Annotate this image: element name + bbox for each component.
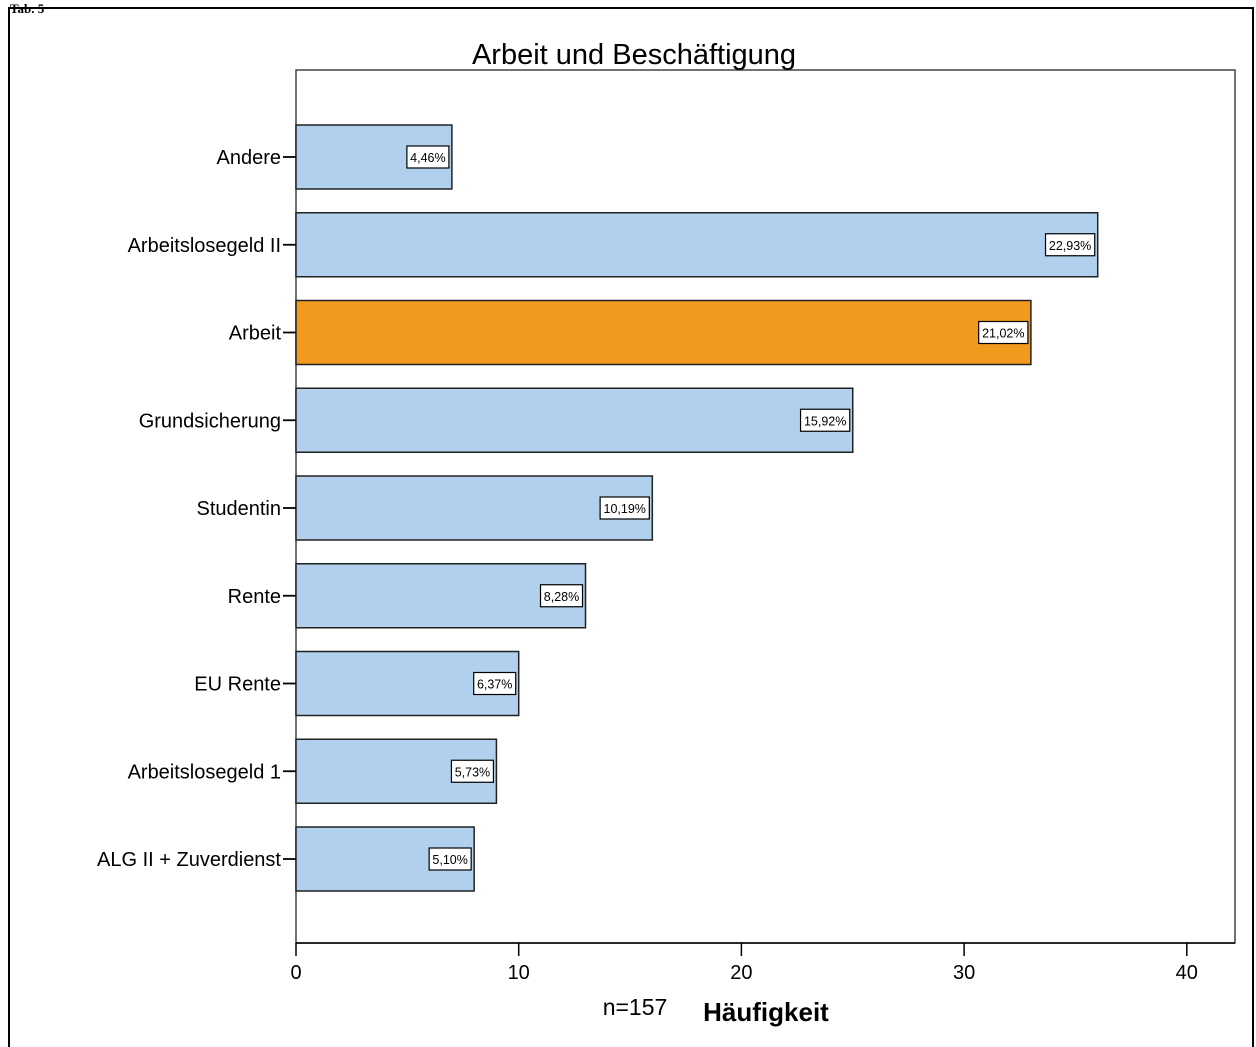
x-tick-label-0: 0: [290, 962, 301, 984]
bar-1: [295, 212, 1099, 278]
data-label-box-5: [539, 584, 584, 608]
data-label-5: 8,28%: [544, 590, 579, 604]
bar-5: [295, 563, 587, 629]
category-label-8: ALG II + Zuverdienst: [97, 849, 281, 871]
table-number-label: Tab. 5: [10, 1, 45, 16]
category-labels: Andere Arbeitslosegeld II Arbeit Grundsiche…: [97, 147, 296, 871]
sample-size-note: n=157: [603, 994, 668, 1020]
x-axis-ticks: 0 10 20 30 40: [290, 943, 1198, 984]
x-tick-label-1: 10: [508, 962, 530, 984]
data-label-box-1: [1044, 233, 1096, 257]
bar-4: [295, 475, 654, 541]
x-tick-label-3: 30: [953, 962, 975, 984]
data-label-2: 21,02%: [982, 327, 1024, 341]
x-tick-label-4: 40: [1176, 962, 1198, 984]
data-label-7: 5,73%: [455, 765, 490, 779]
data-label-0: 4,46%: [410, 151, 445, 165]
data-label-3: 15,92%: [804, 414, 846, 428]
bar-2: [295, 299, 1032, 366]
data-label-6: 6,37%: [477, 678, 512, 692]
data-label-box-8: [428, 847, 472, 871]
data-label-box-4: [599, 496, 650, 520]
data-label-box-3: [799, 408, 851, 432]
category-label-1: Arbeitslosegeld II: [128, 235, 281, 257]
chart-title: Arbeit und Beschäftigung: [472, 39, 796, 71]
bars-layer: 4,46% 22,93% 21,02% 15,92% 10,19% 8,28% 6,37% 5…: [295, 124, 1099, 892]
bar-3: [295, 387, 854, 453]
category-label-7: Arbeitslosegeld 1: [128, 761, 281, 783]
data-label-1: 22,93%: [1049, 239, 1091, 253]
category-label-2: Arbeit: [229, 323, 282, 345]
category-label-3: Grundsicherung: [139, 410, 281, 432]
data-label-8: 5,10%: [432, 853, 467, 867]
x-tick-label-2: 20: [730, 962, 752, 984]
data-label-box-2: [978, 320, 1029, 345]
data-label-box-6: [473, 671, 517, 696]
category-label-5: Rente: [228, 586, 281, 608]
data-label-4: 10,19%: [604, 502, 646, 516]
chart-frame: Tab. 5: [8, 2, 1254, 1047]
category-label-4: Studentin: [196, 498, 281, 520]
data-label-box-0: [406, 145, 450, 169]
category-label-0: Andere: [217, 147, 282, 169]
category-label-6: EU Rente: [194, 674, 281, 696]
data-label-box-7: [450, 759, 495, 783]
x-axis-title: Häufigkeit: [703, 997, 829, 1027]
